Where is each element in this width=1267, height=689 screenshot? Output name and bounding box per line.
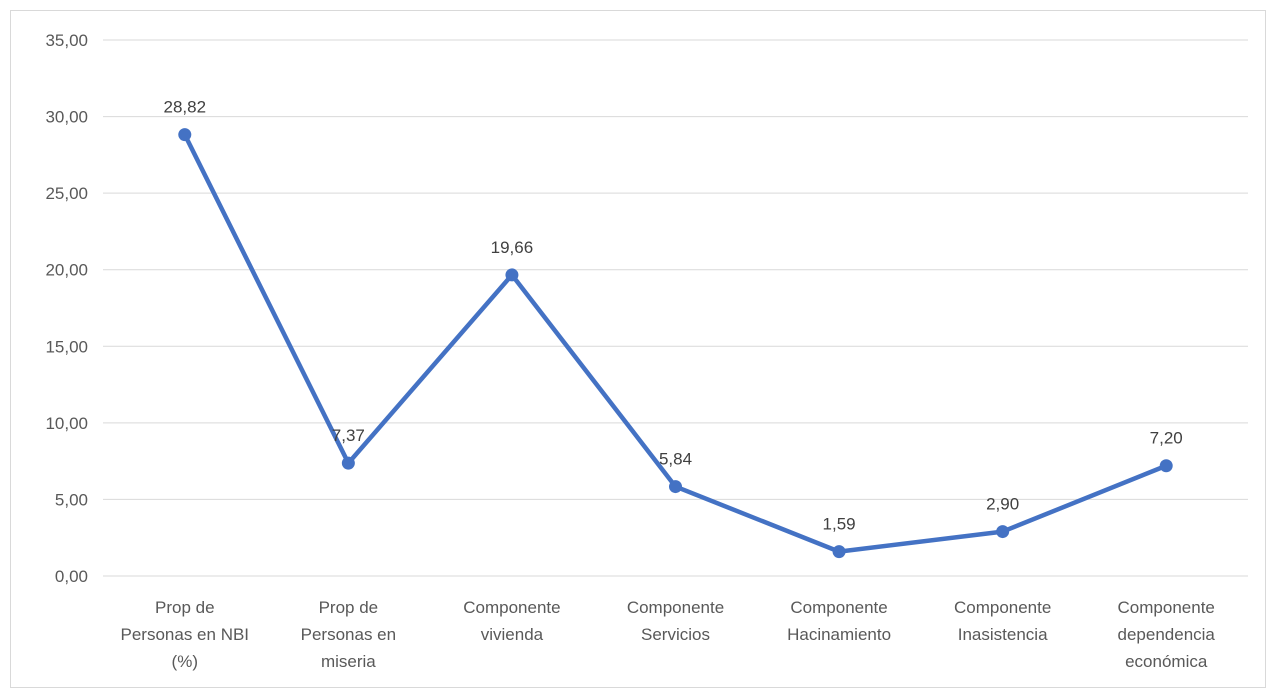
- x-tick-label-line: Inasistencia: [958, 625, 1048, 644]
- x-tick-label-line: Personas en: [301, 625, 396, 644]
- y-tick-label: 0,00: [55, 567, 88, 586]
- x-tick-label-line: miseria: [321, 652, 376, 671]
- data-label: 5,84: [659, 450, 692, 469]
- data-point: [341, 456, 355, 470]
- chart-frame: [10, 10, 1266, 688]
- data-point: [178, 128, 192, 142]
- y-tick-label: 5,00: [55, 490, 88, 509]
- x-tick-label-line: Personas en NBI: [121, 625, 250, 644]
- data-point: [1159, 459, 1173, 473]
- x-tick-label: Prop de Personas en miseria: [301, 598, 396, 671]
- x-tick-label: Componente vivienda: [463, 598, 560, 644]
- data-label: 28,82: [164, 98, 207, 117]
- y-tick-label: 15,00: [45, 337, 88, 356]
- y-tick-label: 10,00: [45, 414, 88, 433]
- x-tick-label-line: Servicios: [641, 625, 710, 644]
- data-point: [669, 480, 682, 494]
- y-tick-label: 25,00: [45, 184, 88, 203]
- x-tick-label-line: Componente: [790, 598, 887, 617]
- data-label: 7,20: [1150, 429, 1183, 448]
- x-tick-label-line: Componente: [1118, 598, 1215, 617]
- x-tick-label: Componente dependencia económica: [1118, 598, 1216, 671]
- y-tick-label: 35,00: [45, 31, 88, 50]
- x-tick-label-line: Hacinamiento: [787, 625, 891, 644]
- data-point: [832, 545, 846, 559]
- data-point: [996, 525, 1010, 539]
- y-tick-label: 30,00: [45, 108, 88, 127]
- data-label: 2,90: [986, 495, 1019, 514]
- x-tick-label-line: Componente: [627, 598, 724, 617]
- x-tick-label-line: Componente: [463, 598, 560, 617]
- x-tick-label: Componente Servicios: [627, 598, 724, 644]
- x-tick-label: Prop de Personas en NBI (%): [121, 598, 250, 671]
- x-tick-label-line: Prop de: [155, 598, 215, 617]
- y-tick-label: 20,00: [45, 261, 88, 280]
- x-tick-label-line: vivienda: [481, 625, 544, 644]
- x-tick-label-line: económica: [1125, 652, 1208, 671]
- x-tick-label-line: dependencia: [1118, 625, 1216, 644]
- x-tick-label: Componente Hacinamiento: [787, 598, 891, 644]
- x-tick-label-line: Componente: [954, 598, 1051, 617]
- data-label: 1,59: [823, 515, 856, 534]
- data-point: [505, 268, 519, 282]
- data-label: 19,66: [491, 238, 534, 257]
- data-label: 7,37: [332, 426, 365, 445]
- x-tick-label-line: (%): [172, 652, 198, 671]
- x-tick-label: Componente Inasistencia: [954, 598, 1051, 644]
- x-tick-label-line: Prop de: [319, 598, 379, 617]
